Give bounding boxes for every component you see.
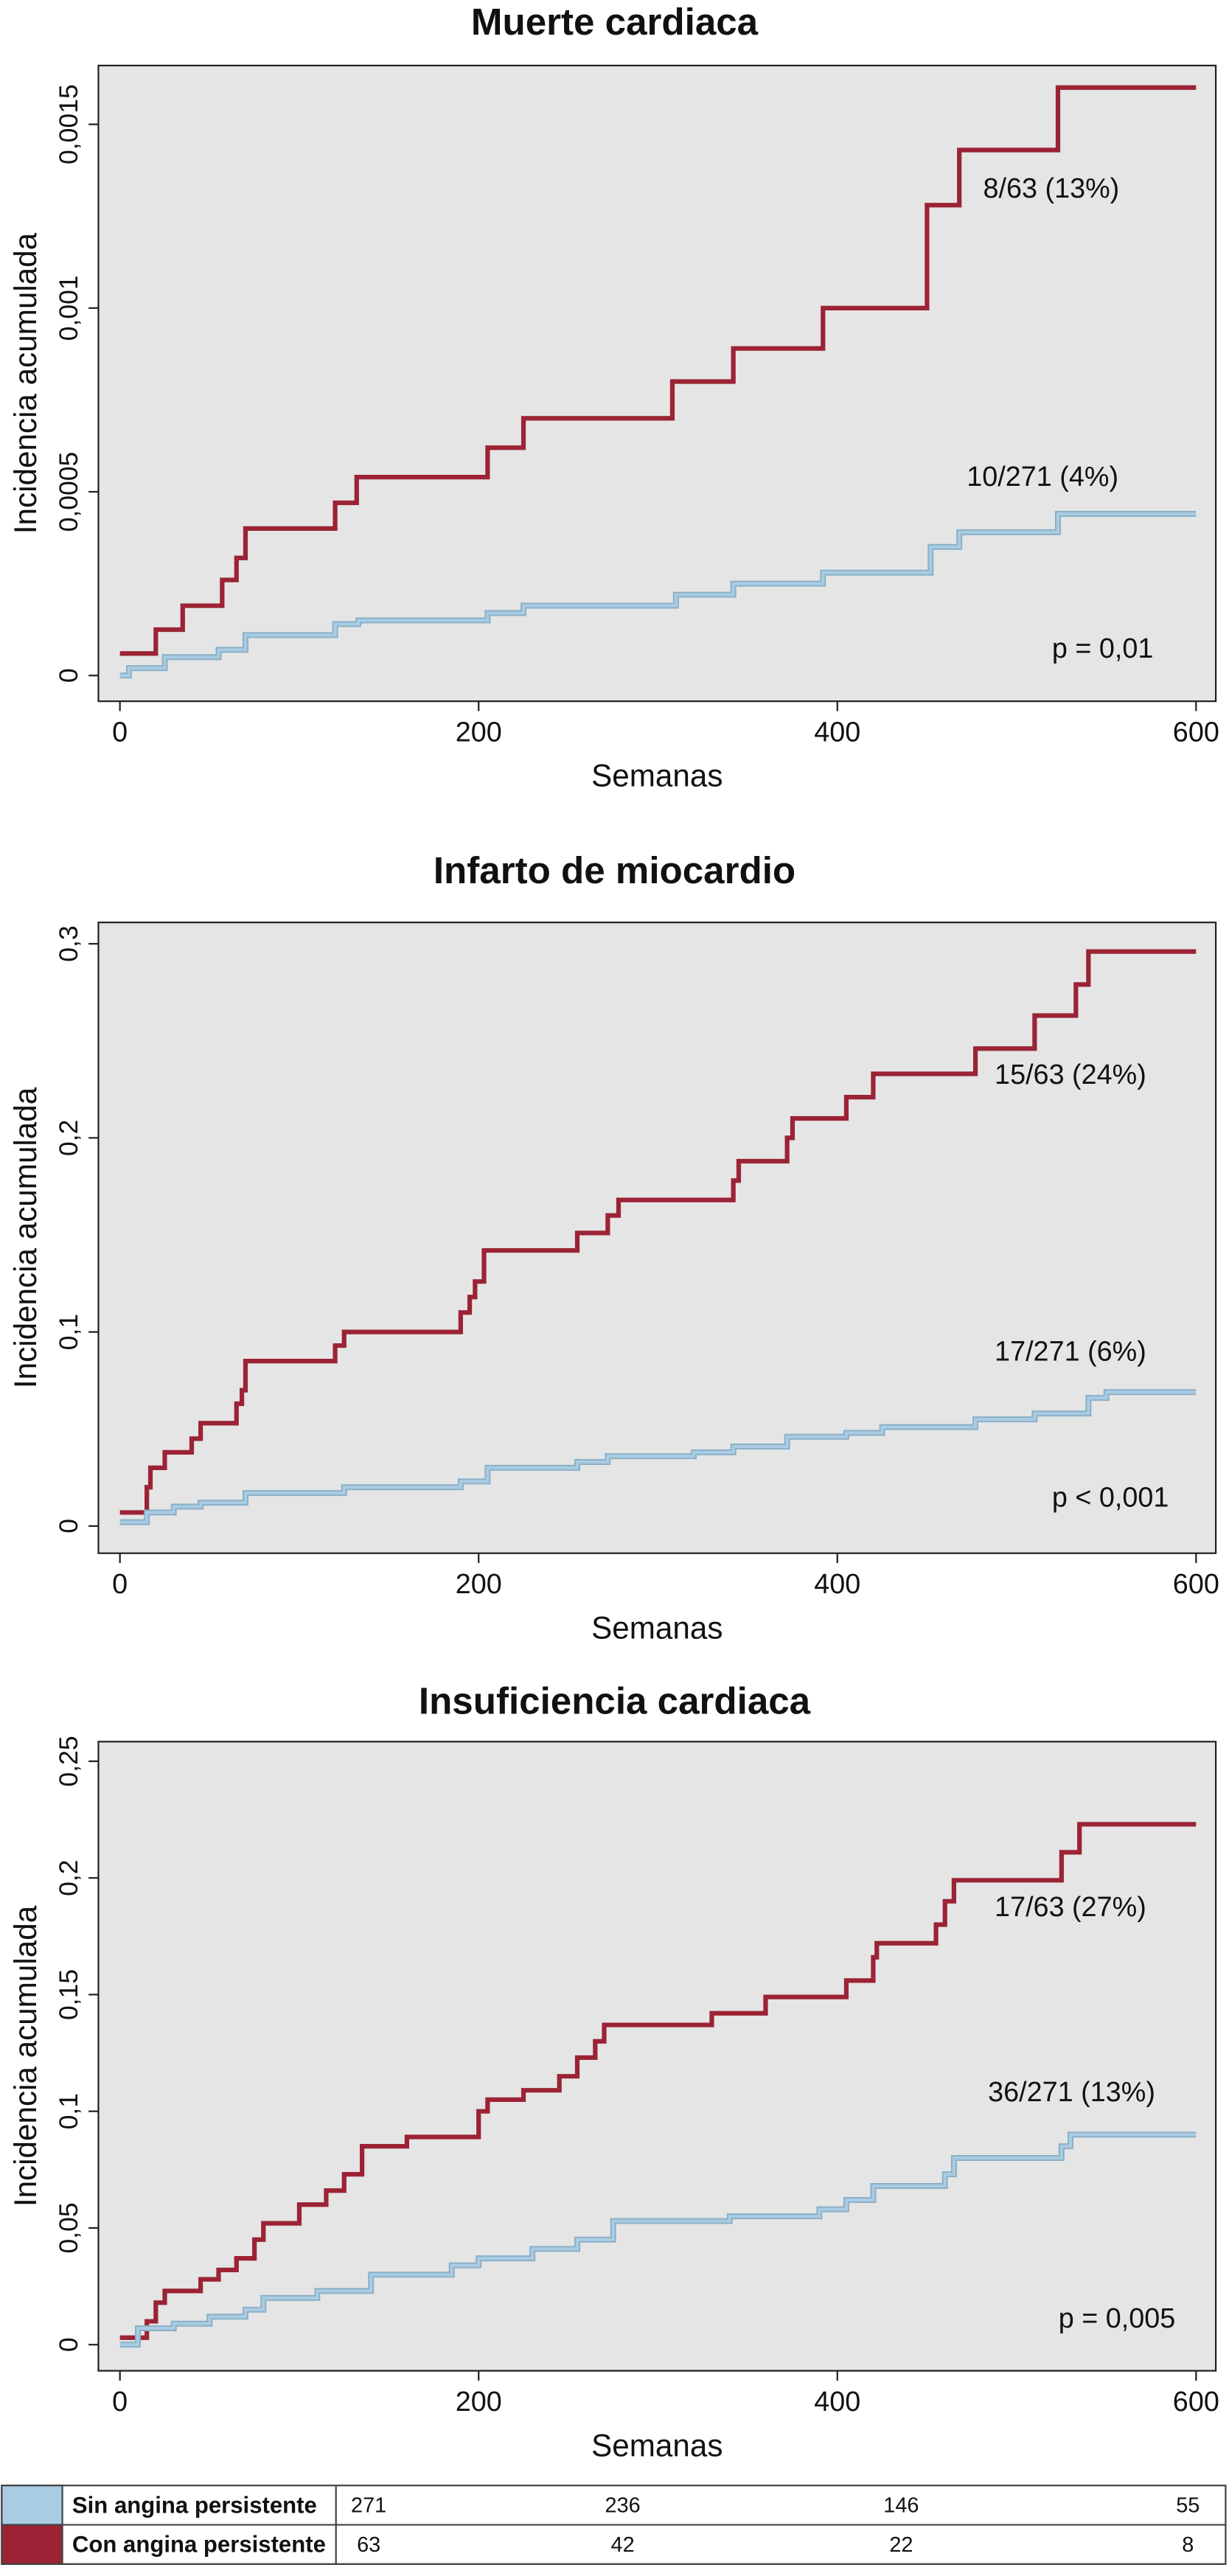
x-tick-label: 400 xyxy=(814,2387,860,2417)
x-tick-label: 200 xyxy=(456,2387,502,2417)
x-tick-label: 0 xyxy=(112,1569,128,1600)
y-axis-label: Incidencia acumulada xyxy=(8,1087,43,1388)
risk-count: 55 xyxy=(1176,2494,1200,2518)
y-tick-label: 0,001 xyxy=(54,275,83,341)
y-tick-label: 0,1 xyxy=(54,1314,83,1350)
legend-swatch xyxy=(1,2524,63,2565)
series-line xyxy=(119,512,1197,678)
y-tick-label: 0 xyxy=(54,668,83,683)
x-tick-label: 200 xyxy=(456,717,502,748)
annotation: p = 0,005 xyxy=(1059,2303,1176,2334)
risk-count: 42 xyxy=(611,2533,635,2557)
risk-count: 146 xyxy=(883,2494,919,2518)
x-tick-label: 400 xyxy=(814,1569,860,1600)
y-axis-label: Incidencia acumulada xyxy=(8,1905,43,2207)
annotation: p = 0,01 xyxy=(1052,633,1154,664)
y-tick-label: 0 xyxy=(54,2337,83,2352)
annotation: 17/63 (27%) xyxy=(995,1892,1146,1923)
x-tick-label: 400 xyxy=(814,717,860,748)
x-tick-label: 600 xyxy=(1173,2387,1219,2417)
series-line xyxy=(119,85,1197,656)
x-tick-label: 0 xyxy=(112,2387,128,2417)
x-axis-label: Semanas xyxy=(591,1610,723,1645)
annotation: 17/271 (6%) xyxy=(995,1337,1146,1368)
y-tick-label: 0,3 xyxy=(54,925,83,961)
annotation: 36/271 (13%) xyxy=(988,2077,1155,2108)
plot-area xyxy=(97,1741,1217,2372)
risk-count: 22 xyxy=(889,2533,913,2557)
risk-count: 236 xyxy=(605,2494,641,2518)
y-tick-label: 0,1 xyxy=(54,2093,83,2129)
risk-count: 63 xyxy=(357,2533,380,2557)
plot-area xyxy=(97,922,1217,1554)
series-line xyxy=(119,1822,1197,2340)
x-axis-label: Semanas xyxy=(591,2428,723,2462)
y-axis-label: Incidencia acumulada xyxy=(8,232,43,534)
y-tick-label: 0,05 xyxy=(54,2202,83,2253)
x-tick-label: 0 xyxy=(112,717,128,748)
y-tick-label: 0,25 xyxy=(54,1736,83,1786)
annotation: 8/63 (13%) xyxy=(983,173,1120,204)
chart-title: Insuficiencia cardiaca xyxy=(419,1680,811,1722)
y-tick-label: 0,15 xyxy=(54,1969,83,2020)
legend-swatch xyxy=(1,2485,63,2526)
series-line xyxy=(119,949,1197,1515)
chart-title: Infarto de miocardio xyxy=(434,849,795,891)
plot-area xyxy=(97,64,1217,703)
y-tick-label: 0,0005 xyxy=(54,452,83,532)
annotation: 10/271 (4%) xyxy=(967,462,1118,492)
series-line xyxy=(119,1390,1197,1524)
y-tick-label: 0 xyxy=(54,1519,83,1534)
x-tick-label: 200 xyxy=(456,1569,502,1600)
annotation: p < 0,001 xyxy=(1052,1482,1169,1513)
legend-label: Sin angina persistente xyxy=(72,2492,317,2518)
y-tick-label: 0,2 xyxy=(54,1859,83,1896)
chart-title: Muerte cardiaca xyxy=(471,1,759,43)
x-axis-label: Semanas xyxy=(591,759,723,793)
annotation: 15/63 (24%) xyxy=(995,1059,1146,1090)
x-tick-label: 600 xyxy=(1173,1569,1219,1600)
legend-label: Con angina persistente xyxy=(72,2532,326,2558)
y-tick-label: 0,0015 xyxy=(54,84,83,164)
risk-count: 8 xyxy=(1182,2533,1194,2557)
x-tick-label: 600 xyxy=(1173,717,1219,748)
risk-count: 271 xyxy=(351,2494,386,2518)
y-tick-label: 0,2 xyxy=(54,1120,83,1156)
series-line xyxy=(119,2133,1197,2347)
